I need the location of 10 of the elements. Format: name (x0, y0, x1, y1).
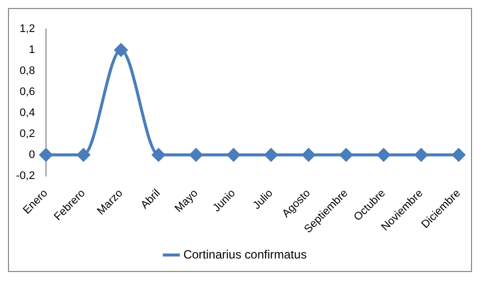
y-tick-label: 0,4 (20, 106, 35, 119)
x-tick-label: Julio (250, 187, 276, 212)
y-tick-label: 0,6 (20, 86, 35, 98)
y-tick-label: 1,2 (20, 23, 35, 36)
y-tick-label: -0,2 (16, 170, 35, 182)
y-tick-label: 0 (28, 148, 35, 161)
y-tick-label: 1 (28, 44, 35, 56)
y-tick-label: 0,2 (20, 128, 35, 140)
legend-label: Cortinarius confirmatus (183, 247, 307, 262)
y-tick-label: 0,8 (20, 65, 35, 77)
